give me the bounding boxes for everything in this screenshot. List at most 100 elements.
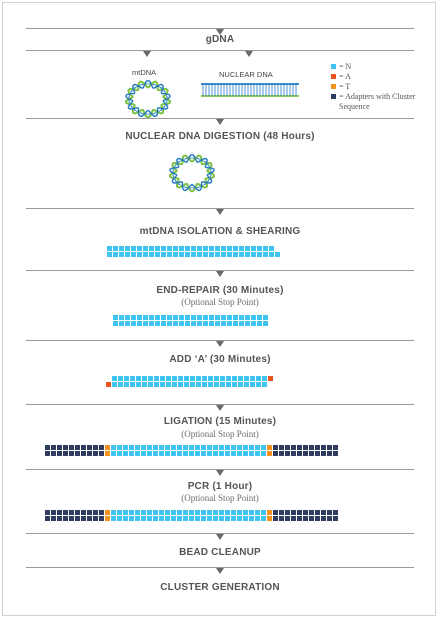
base-square xyxy=(123,451,128,456)
base-square xyxy=(251,315,256,320)
base-square xyxy=(185,252,190,257)
base-square xyxy=(227,315,232,320)
base-square xyxy=(137,321,142,326)
pcr-title: PCR (1 Hour) xyxy=(187,481,253,492)
base-square xyxy=(185,246,190,251)
base-square xyxy=(45,510,50,515)
base-square xyxy=(297,445,302,450)
base-square xyxy=(215,252,220,257)
base-square xyxy=(261,451,266,456)
arrow-down-icon xyxy=(216,341,224,347)
base-square xyxy=(165,445,170,450)
base-square xyxy=(147,510,152,515)
base-square xyxy=(135,451,140,456)
base-square xyxy=(137,252,142,257)
base-square xyxy=(201,445,206,450)
divider xyxy=(26,28,414,29)
base-square xyxy=(154,382,159,387)
divider xyxy=(26,270,414,271)
base-square xyxy=(93,510,98,515)
base-square xyxy=(185,315,190,320)
base-square xyxy=(191,246,196,251)
base-square xyxy=(213,451,218,456)
base-square xyxy=(117,445,122,450)
base-square xyxy=(75,516,80,521)
base-square xyxy=(178,382,183,387)
base-square xyxy=(273,510,278,515)
ligated-fragment xyxy=(45,445,339,457)
base-square xyxy=(81,445,86,450)
base-square xyxy=(207,510,212,515)
base-square xyxy=(118,382,123,387)
base-square xyxy=(239,315,244,320)
base-square xyxy=(173,246,178,251)
base-square xyxy=(45,451,50,456)
base-square xyxy=(113,246,118,251)
base-square xyxy=(177,510,182,515)
base-square xyxy=(297,516,302,521)
arrow-down-icon xyxy=(216,271,224,277)
base-square xyxy=(99,445,104,450)
base-square xyxy=(141,510,146,515)
base-square xyxy=(148,376,153,381)
base-square xyxy=(257,315,262,320)
base-square xyxy=(209,321,214,326)
base-square xyxy=(141,516,146,521)
arrow-down-icon xyxy=(216,534,224,540)
base-square xyxy=(131,315,136,320)
base-square xyxy=(303,445,308,450)
legend-item-n: = N xyxy=(331,62,431,72)
base-square xyxy=(129,451,134,456)
base-square xyxy=(232,382,237,387)
base-square xyxy=(227,321,232,326)
base-square xyxy=(130,382,135,387)
base-square xyxy=(221,252,226,257)
base-square xyxy=(219,445,224,450)
base-square xyxy=(245,315,250,320)
base-square xyxy=(153,516,158,521)
base-square xyxy=(111,445,116,450)
end-repair-title: END-REPAIR (30 Minutes) xyxy=(156,285,284,296)
base-square xyxy=(327,516,332,521)
base-square xyxy=(105,445,110,450)
legend-item-adapter: = Adapters with Cluster Sequence xyxy=(331,92,431,112)
base-square xyxy=(75,445,80,450)
base-square xyxy=(239,246,244,251)
n-swatch xyxy=(331,64,336,69)
base-square xyxy=(124,376,129,381)
base-square xyxy=(209,315,214,320)
base-square xyxy=(226,382,231,387)
base-square xyxy=(117,451,122,456)
base-square xyxy=(189,445,194,450)
base-square xyxy=(159,510,164,515)
base-square xyxy=(149,246,154,251)
base-square xyxy=(69,451,74,456)
base-square xyxy=(214,376,219,381)
arrow-down-icon xyxy=(216,29,224,35)
base-square xyxy=(81,451,86,456)
base-square xyxy=(113,321,118,326)
base-square xyxy=(179,315,184,320)
base-square xyxy=(136,382,141,387)
base-square xyxy=(153,510,158,515)
base-square xyxy=(57,445,62,450)
base-square xyxy=(297,510,302,515)
base-square xyxy=(219,516,224,521)
base-square xyxy=(315,510,320,515)
base-square xyxy=(303,451,308,456)
base-square xyxy=(51,516,56,521)
base-square xyxy=(221,246,226,251)
base-square xyxy=(243,445,248,450)
base-square xyxy=(285,516,290,521)
base-square xyxy=(257,321,262,326)
base-square xyxy=(244,382,249,387)
base-square xyxy=(106,376,111,381)
legend-label: = N xyxy=(339,62,352,71)
base-square xyxy=(93,516,98,521)
base-square xyxy=(113,252,118,257)
base-square xyxy=(119,252,124,257)
base-square xyxy=(177,445,182,450)
base-square xyxy=(261,516,266,521)
isolation-title: mtDNA ISOLATION & SHEARING xyxy=(139,226,301,237)
base-square xyxy=(51,445,56,450)
